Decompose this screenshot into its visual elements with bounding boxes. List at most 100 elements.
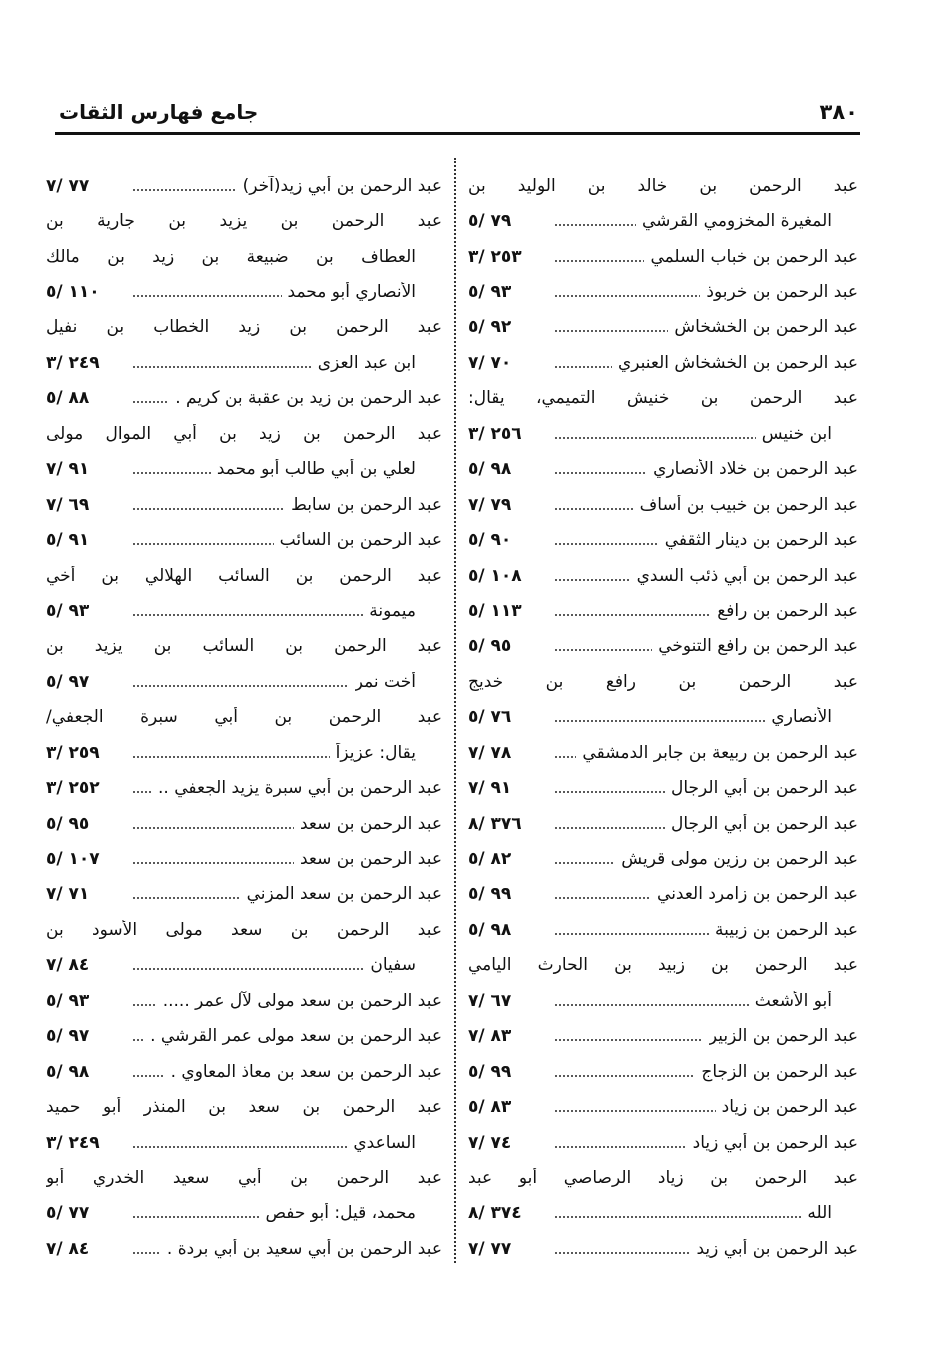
volume-page-ref: ٧٧ /٥: [46, 1203, 90, 1224]
index-entry: عبد الرحمن بن رافع التنوخي ٩٥ /٥: [468, 629, 858, 664]
index-entry: عبد الرحمن بن خلاد الأنصاري ٩٨ /٥: [468, 452, 858, 487]
volume-page-ref: ١١٠ /٥: [46, 282, 100, 303]
dot-leader: [554, 1038, 703, 1043]
entry-name: لعلي بن أبي طالب أبو محمد: [216, 459, 416, 480]
index-entry: عبد الرحمن بن ربيعة بن جابر الدمشقي ٧٨ /٧: [468, 735, 858, 770]
volume-page-ref: ١١٣ /٥: [468, 600, 522, 621]
entry-name: عبد الرحمن بن دينار الثقفي: [664, 530, 858, 551]
index-entry: عبد الرحمن بن الزجاج ٩٩ /٥: [468, 1054, 858, 1089]
index-entry: ميمونة ٩٣ /٥: [46, 593, 442, 628]
dot-leader: [554, 294, 701, 299]
index-entry: عبد الرحمن بن زامرد العدني ٩٩ /٥: [468, 877, 858, 912]
dot-leader: [554, 435, 756, 440]
entry-name: يقال: عزيزاً: [335, 742, 416, 763]
index-entry: أخت نمر ٩٧ /٥: [46, 664, 442, 699]
index-entry: الساعدي ٢٤٩ /٣: [46, 1125, 442, 1160]
volume-page-ref: ٢٥٢ /٣: [46, 778, 100, 799]
entry-name: عبد الرحمن بن أبي سبرة يزيد الجعفي ..: [158, 778, 442, 799]
index-entry: عبد الرحمن بن أبي زيد ٧٧ /٧: [468, 1231, 858, 1266]
volume-page-ref: ٨٢ /٥: [468, 849, 512, 870]
entry-name: عبد الرحمن بن أبي زيد: [696, 1238, 858, 1259]
volume-page-ref: ٩١ /٥: [46, 530, 90, 551]
dot-leader: [132, 896, 241, 901]
entry-name: عبد الرحمن بن ربيعة بن جابر الدمشقي: [582, 742, 858, 763]
entry-name: عبد الرحمن بن خنيش التميمي، يقال:: [468, 388, 858, 409]
volume-page-ref: ٩٩ /٥: [468, 884, 512, 905]
index-entry: عبد الرحمن بن السائب الهلالي بن أخي: [46, 558, 442, 593]
volume-page-ref: ٩٣ /٥: [46, 990, 90, 1011]
dot-leader: [132, 506, 286, 511]
index-entry: عبد الرحمن بن سعد مولى الأسود بن: [46, 912, 442, 947]
index-entry: ابن عبد العزى ٢٤٩ /٣: [46, 345, 442, 380]
index-entry: عبد الرحمن بن خربوذ ٩٣ /٥: [468, 274, 858, 309]
entry-name: الله: [807, 1203, 832, 1224]
dot-leader: [554, 825, 665, 830]
entry-name: عبد الرحمن بن خبيب بن أساف: [639, 494, 858, 515]
volume-page-ref: ١٠٧ /٥: [46, 849, 100, 870]
dot-leader: [554, 931, 710, 936]
index-entry: عبد الرحمن بن سعد ٩٥ /٥: [46, 806, 442, 841]
volume-page-ref: ٩٧ /٥: [46, 1026, 90, 1047]
volume-page-ref: ٢٤٩ /٣: [46, 1132, 100, 1153]
entry-name: عبد الرحمن بن الخشخاش: [674, 317, 858, 338]
index-entry: عبد الرحمن بن زبيبة ٩٨ /٥: [468, 912, 858, 947]
entry-name: عبد الرحمن بن زيد بن أبي الموال مولى: [46, 423, 442, 444]
page-number: ٣٨٠: [819, 100, 858, 124]
entry-name: عبد الرحمن بن أبي ذئب السدي: [636, 565, 858, 586]
volume-page-ref: ٧٩ /٥: [468, 211, 512, 232]
dot-leader: [132, 790, 153, 795]
entry-name: محمد، قيل: أبو حفص: [265, 1203, 416, 1224]
index-entry: سفيان ٨٤ /٧: [46, 948, 442, 983]
index-entry: عبد الرحمن بن خنيش التميمي، يقال:: [468, 381, 858, 416]
entry-name: عبد الرحمن بن زيد بن عقبة بن كريم .: [175, 388, 442, 409]
entry-name: عبد الرحمن بن أبي الرجال: [671, 813, 858, 834]
index-entry: عبد الرحمن بن الزبير ٨٣ /٧: [468, 1019, 858, 1054]
volume-page-ref: ٨٨ /٥: [46, 388, 90, 409]
entry-name: عبد الرحمن بن أبي سعيد بن أبي بردة .: [166, 1238, 442, 1259]
volume-page-ref: ٩٧ /٥: [46, 671, 90, 692]
dot-leader: [132, 825, 294, 830]
entry-name: عبد الرحمن بن الخشخاش العنبري: [617, 352, 858, 373]
index-entry: أبو الأشعث ٦٧ /٧: [468, 983, 858, 1018]
volume-page-ref: ٨٣ /٥: [468, 1097, 512, 1118]
entry-name: أخت نمر: [354, 671, 416, 692]
dot-leader: [132, 1038, 145, 1043]
entry-name: ابن خنيس: [761, 423, 832, 444]
volume-page-ref: ٩١ /٧: [468, 778, 512, 799]
entry-name: عبد الرحمن بن خباب السلمي: [650, 246, 858, 267]
index-column-right: عبد الرحمن بن خالد بن الوليد بن المغيرة ا…: [468, 168, 858, 1267]
volume-page-ref: ٩٩ /٥: [468, 1061, 512, 1082]
dot-leader: [554, 896, 652, 901]
dot-leader: [132, 1002, 157, 1007]
index-entry: عبد الرحمن بن زياد الرصاصي أبو عبد: [468, 1160, 858, 1195]
dot-leader: [554, 1250, 691, 1255]
entry-name: ميمونة: [369, 600, 416, 621]
index-entry: عبد الرحمن بن زيد بن أبي الموال مولى: [46, 416, 442, 451]
volume-page-ref: ٢٤٩ /٣: [46, 352, 100, 373]
index-entry: عبد الرحمن بن خبيب بن أساف ٧٩ /٧: [468, 487, 858, 522]
entry-name: عبد الرحمن بن السائب: [279, 530, 442, 551]
dot-leader: [554, 790, 665, 795]
index-entry: المغيرة المخزومي القرشي ٧٩ /٥: [468, 203, 858, 238]
dot-leader: [554, 1073, 696, 1078]
dot-leader: [132, 754, 330, 759]
index-entry: محمد، قيل: أبو حفص ٧٧ /٥: [46, 1196, 442, 1231]
index-entry: عبد الرحمن بن أبي زيد(آخر) ٧٧ /٧: [46, 168, 442, 203]
volume-page-ref: ٢٥٦ /٣: [468, 423, 522, 444]
index-entry: عبد الرحمن بن الخشخاش العنبري ٧٠ /٧: [468, 345, 858, 380]
entry-name: عبد الرحمن بن خلاد الأنصاري: [653, 459, 858, 480]
index-column-left: عبد الرحمن بن أبي زيد(آخر) ٧٧ /٧ عبد الرحم…: [46, 168, 442, 1267]
index-entry: عبد الرحمن بن رافع ١١٣ /٥: [468, 593, 858, 628]
index-entry: العطاف بن ضبيعة بن زيد بن مالك: [46, 239, 442, 274]
volume-page-ref: ٦٧ /٧: [468, 990, 512, 1011]
entry-name: ابن عبد العزى: [317, 352, 416, 373]
index-entry: الأنصاري أبو محمد ١١٠ /٥: [46, 274, 442, 309]
volume-page-ref: ٩٥ /٥: [468, 636, 512, 657]
index-entry: عبد الرحمن بن خالد بن الوليد بن: [468, 168, 858, 203]
dot-leader: [132, 1144, 348, 1149]
entry-name: عبد الرحمن بن السائب الهلالي بن أخي: [46, 565, 442, 586]
entry-name: الساعدي: [353, 1132, 416, 1153]
index-entry: الله ٣٧٤ /٨: [468, 1196, 858, 1231]
entry-name: عبد الرحمن بن رافع: [717, 600, 858, 621]
dot-leader: [132, 294, 282, 299]
